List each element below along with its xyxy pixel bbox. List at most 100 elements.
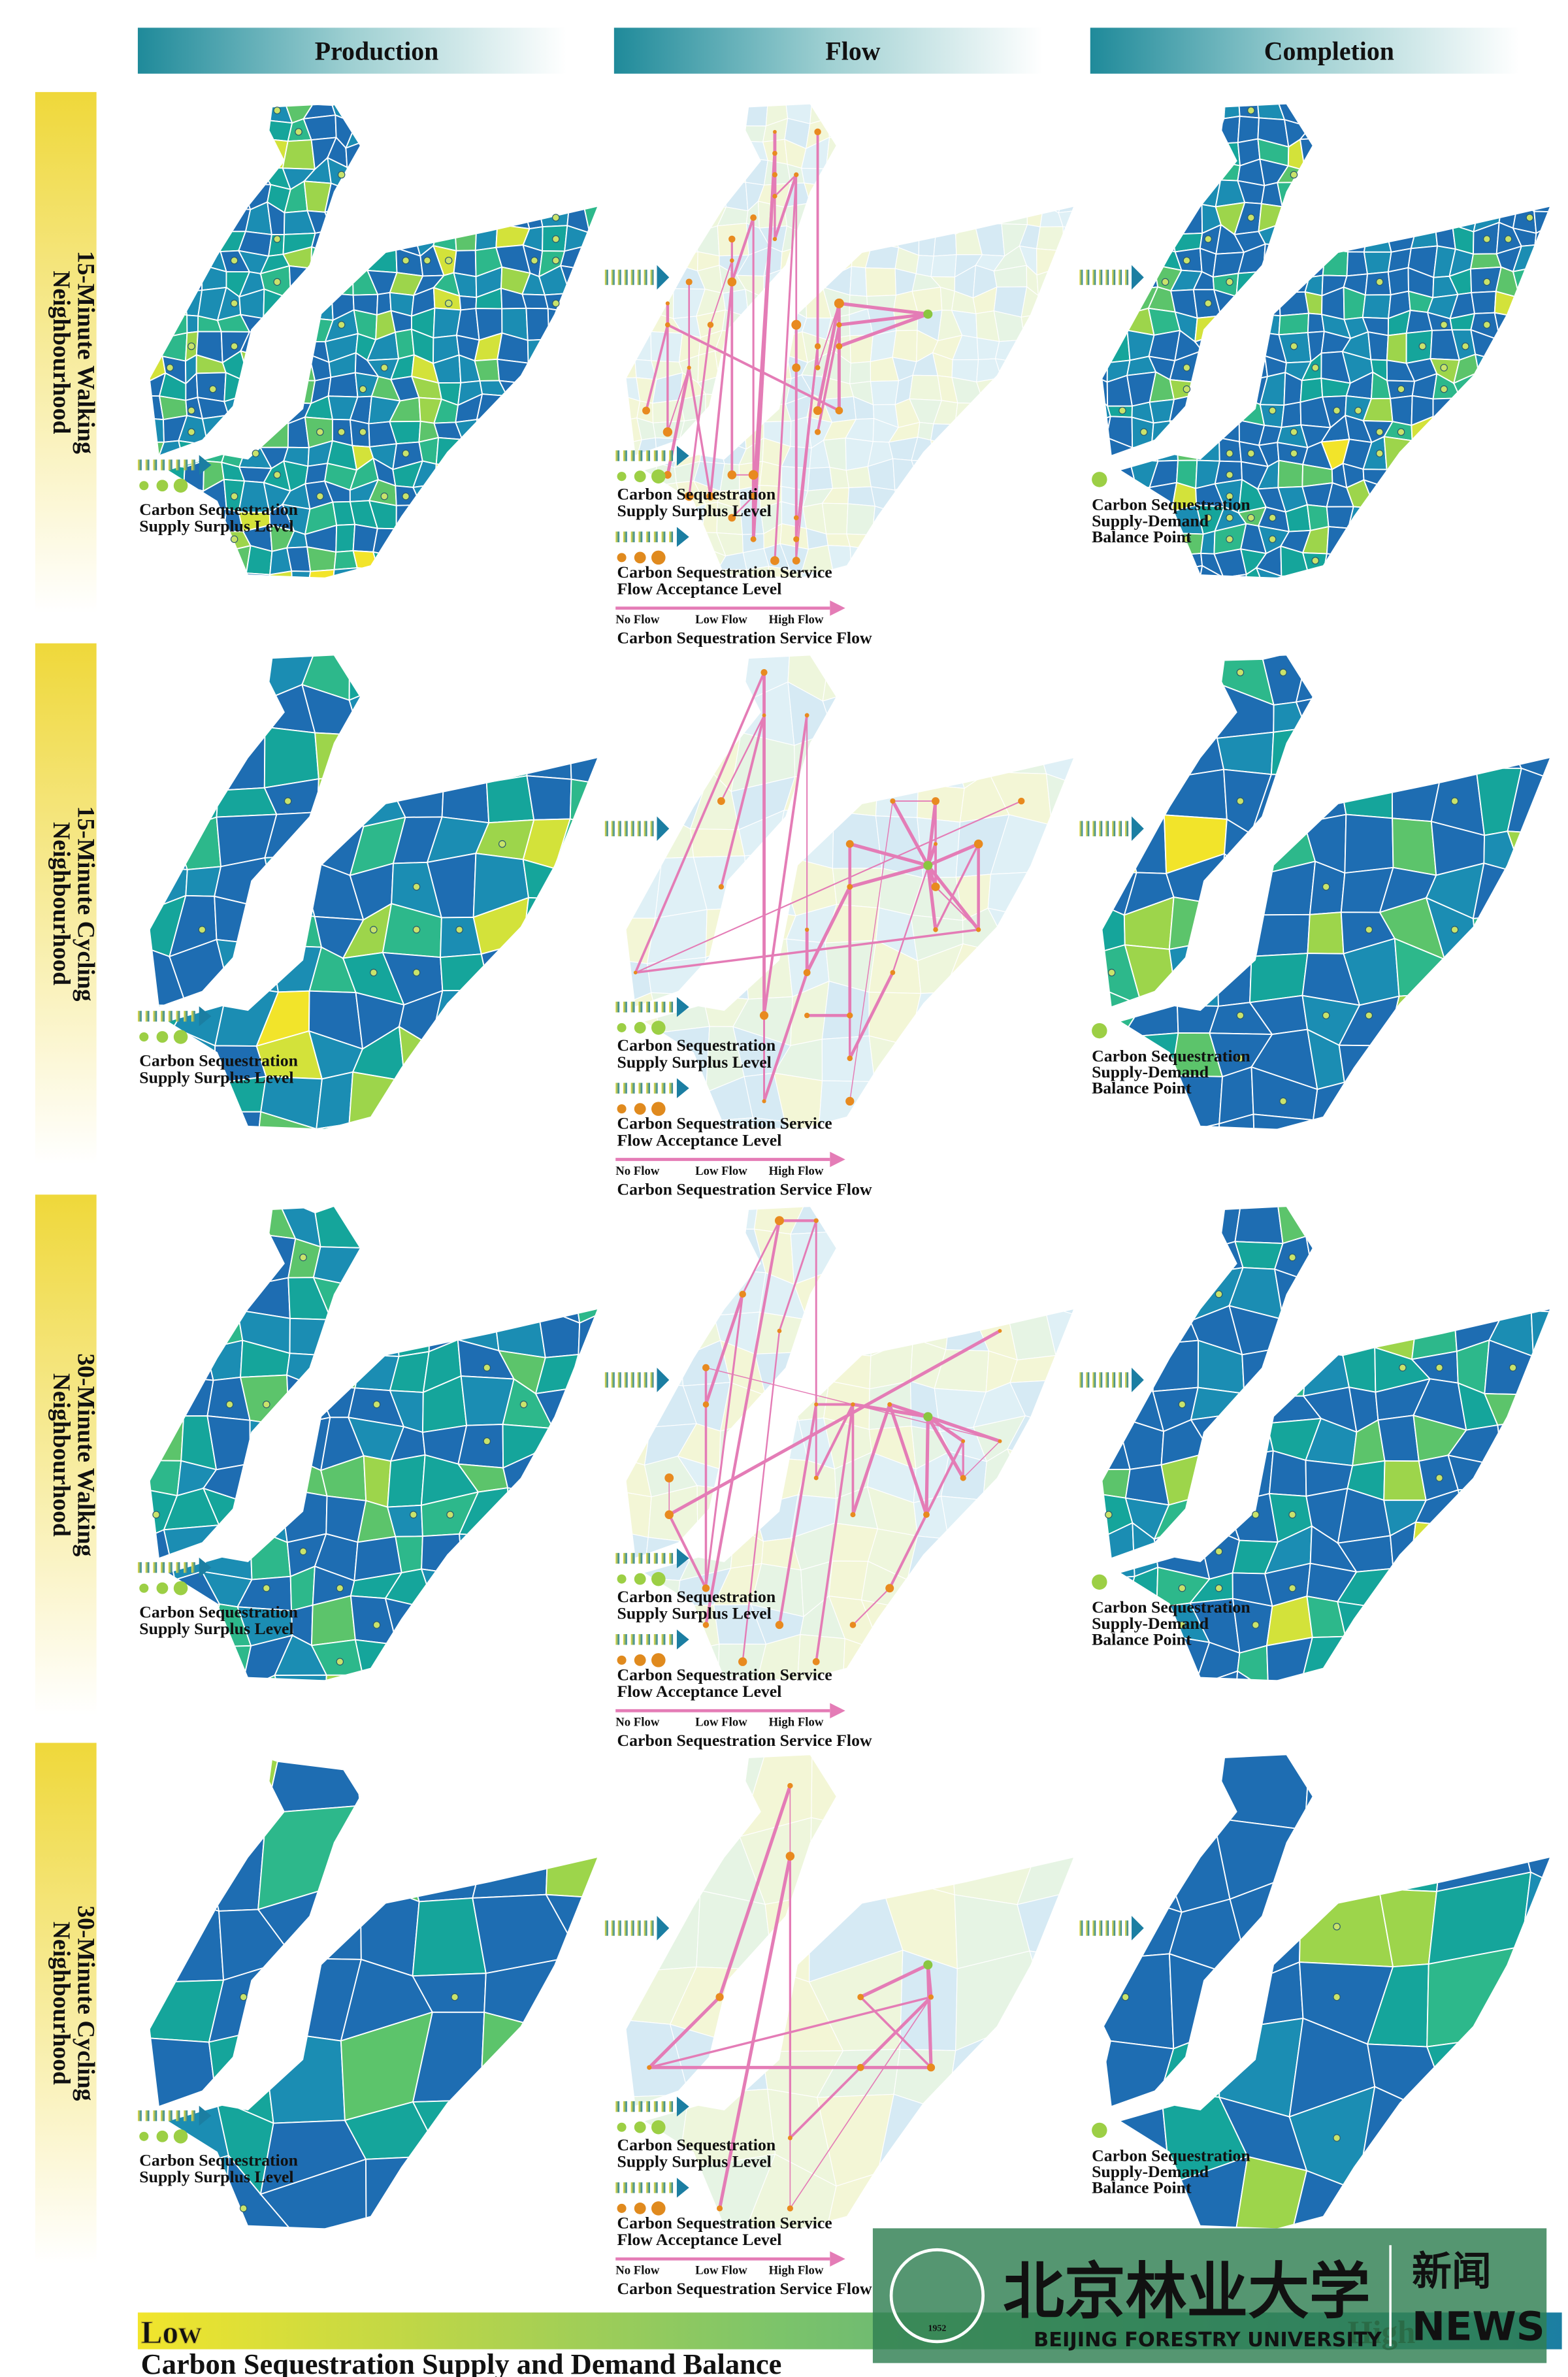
zone: [972, 587, 1002, 615]
zone: [868, 1035, 909, 1083]
flow-node: [813, 1475, 819, 1481]
zone: [1410, 222, 1439, 250]
arrow-dash: [623, 450, 627, 461]
zone: [998, 114, 1024, 148]
zone: [497, 358, 529, 384]
arrow-dash: [623, 1552, 627, 1564]
zone: [1102, 1755, 1159, 1831]
zone: [1482, 1285, 1532, 1315]
zone: [499, 416, 526, 448]
zone: [949, 1755, 1054, 1826]
flow-node: [976, 927, 981, 932]
flow-node: [791, 320, 802, 330]
flow-node: [834, 298, 844, 308]
zone: [214, 1675, 250, 1680]
zone: [315, 1354, 364, 1389]
zone: [936, 1531, 977, 1579]
zone: [155, 142, 185, 167]
arrow: [604, 265, 670, 290]
label: High Flow: [769, 2264, 824, 2278]
zone: [1379, 699, 1440, 747]
zone: [260, 1075, 323, 1129]
zone: [495, 549, 525, 572]
zone: [1563, 1524, 1568, 1571]
arrow-dash: [145, 1011, 150, 1022]
zone: [181, 224, 201, 254]
zone: [983, 180, 1002, 206]
zone: [565, 399, 590, 423]
zone: [1557, 1169, 1568, 1219]
arrow-dash: [638, 2101, 643, 2112]
zone: [907, 122, 941, 142]
arrow-dash: [638, 1083, 643, 1094]
zone: [1542, 265, 1550, 291]
zone: [1471, 158, 1503, 189]
zone: [1367, 588, 1396, 616]
zone: [891, 189, 921, 210]
point: [1288, 1584, 1296, 1592]
zone: [1122, 1271, 1171, 1310]
zone: [538, 526, 570, 557]
zone: [1512, 265, 1546, 299]
zone: [944, 1077, 1005, 1129]
label: 1952: [928, 2323, 946, 2333]
flow-node: [933, 927, 938, 932]
zone: [945, 655, 1007, 707]
zone: [1145, 1755, 1225, 1819]
flow-line: [718, 1785, 792, 1998]
zone: [1102, 104, 1109, 125]
flow-node: [847, 1055, 853, 1062]
zone: [567, 522, 592, 549]
flow-node: [772, 193, 777, 199]
zone: [1040, 442, 1062, 463]
zone: [1534, 480, 1550, 506]
zone: [150, 221, 162, 257]
zone: [930, 439, 960, 470]
arrow-dash: [604, 1920, 608, 1936]
zone: [1405, 479, 1441, 507]
zone: [178, 1235, 216, 1273]
zone: [1169, 552, 1203, 572]
point: [1252, 1621, 1260, 1629]
zone: [437, 1118, 471, 1129]
legend-dot: [634, 551, 646, 564]
zone: [548, 119, 571, 143]
zone: [1521, 1946, 1550, 2034]
label: Carbon Sequestration Service Flow: [617, 629, 872, 648]
zone: [626, 201, 642, 233]
zone: [1022, 2012, 1073, 2102]
zone: [1512, 987, 1550, 1040]
zone: [1304, 564, 1328, 578]
arrow-dash: [1125, 821, 1129, 836]
zone: [583, 400, 598, 423]
zone: [849, 104, 874, 125]
zone: [1556, 139, 1568, 170]
point: [372, 1400, 381, 1409]
zone: [1102, 1671, 1126, 1680]
arrow-dash: [168, 1562, 172, 1573]
zone: [546, 2033, 598, 2107]
zone: [1115, 1207, 1168, 1243]
zone: [645, 646, 705, 702]
flow-node: [647, 2065, 652, 2070]
zone: [1014, 1237, 1064, 1279]
arrow-dash: [604, 821, 608, 836]
zone: [432, 105, 465, 125]
zone: [1092, 1198, 1130, 1241]
zone: [1041, 329, 1068, 355]
zone: [1412, 203, 1440, 226]
flow-line: [667, 323, 840, 412]
zone: [626, 1755, 696, 1822]
zone: [553, 868, 598, 900]
zone: [433, 724, 488, 783]
zone: [1433, 727, 1477, 770]
flow-line: [730, 217, 755, 283]
point: [370, 968, 378, 977]
zone: [218, 118, 244, 146]
zone: [1060, 311, 1073, 342]
arrow-dash: [630, 1372, 634, 1388]
zone: [1102, 415, 1111, 439]
zone: [384, 1233, 444, 1276]
zone: [1237, 115, 1260, 144]
zone: [994, 657, 1039, 697]
